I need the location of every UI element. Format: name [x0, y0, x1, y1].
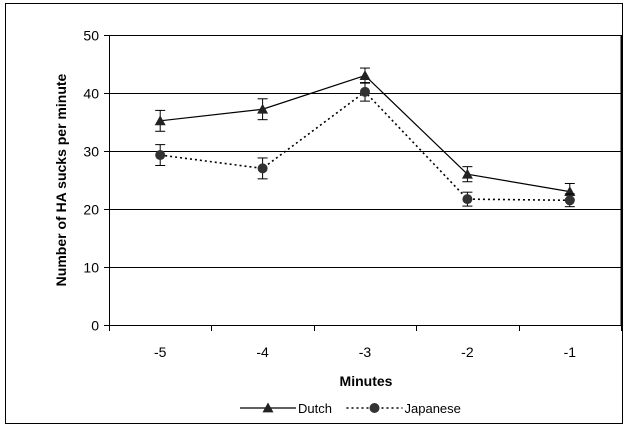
y-tick-label: 30 — [83, 144, 99, 160]
legend-label: Japanese — [405, 401, 461, 416]
data-point — [257, 163, 268, 174]
data-point — [155, 150, 166, 161]
legend-marker — [262, 402, 274, 413]
data-point — [360, 86, 370, 97]
y-tick-label: 40 — [83, 86, 99, 102]
y-tick-label: 50 — [83, 28, 99, 44]
data-point — [154, 115, 166, 126]
data-point — [359, 70, 371, 80]
x-axis-label: Minutes — [340, 373, 393, 389]
y-tick-label: 10 — [83, 260, 99, 276]
gridlines — [109, 35, 621, 268]
axes — [104, 35, 623, 331]
series-dutch — [154, 67, 576, 201]
data-point — [461, 168, 473, 179]
y-tick-label: 20 — [83, 202, 99, 218]
x-tick-label: -1 — [564, 344, 577, 360]
y-tick-label: 0 — [91, 318, 99, 334]
legend-label: Dutch — [298, 401, 332, 416]
series-japanese — [155, 82, 575, 208]
chart-border — [5, 3, 623, 424]
data-point — [257, 103, 269, 114]
x-tick-labels: -5 -4 -3 -2 -1 — [154, 344, 576, 360]
x-tick-label: -2 — [461, 344, 474, 360]
x-tick-label: -5 — [154, 344, 167, 360]
y-tick-labels: 0 10 20 30 40 50 — [83, 28, 99, 334]
y-axis-label: Number of HA sucks per minute — [53, 73, 69, 286]
x-tick-label: -4 — [256, 344, 269, 360]
data-point — [564, 195, 575, 206]
legend: Dutch Japanese — [240, 401, 461, 416]
data-point — [462, 194, 473, 205]
series-group — [154, 67, 576, 208]
x-tick-label: -3 — [359, 344, 372, 360]
legend-marker — [369, 403, 380, 413]
